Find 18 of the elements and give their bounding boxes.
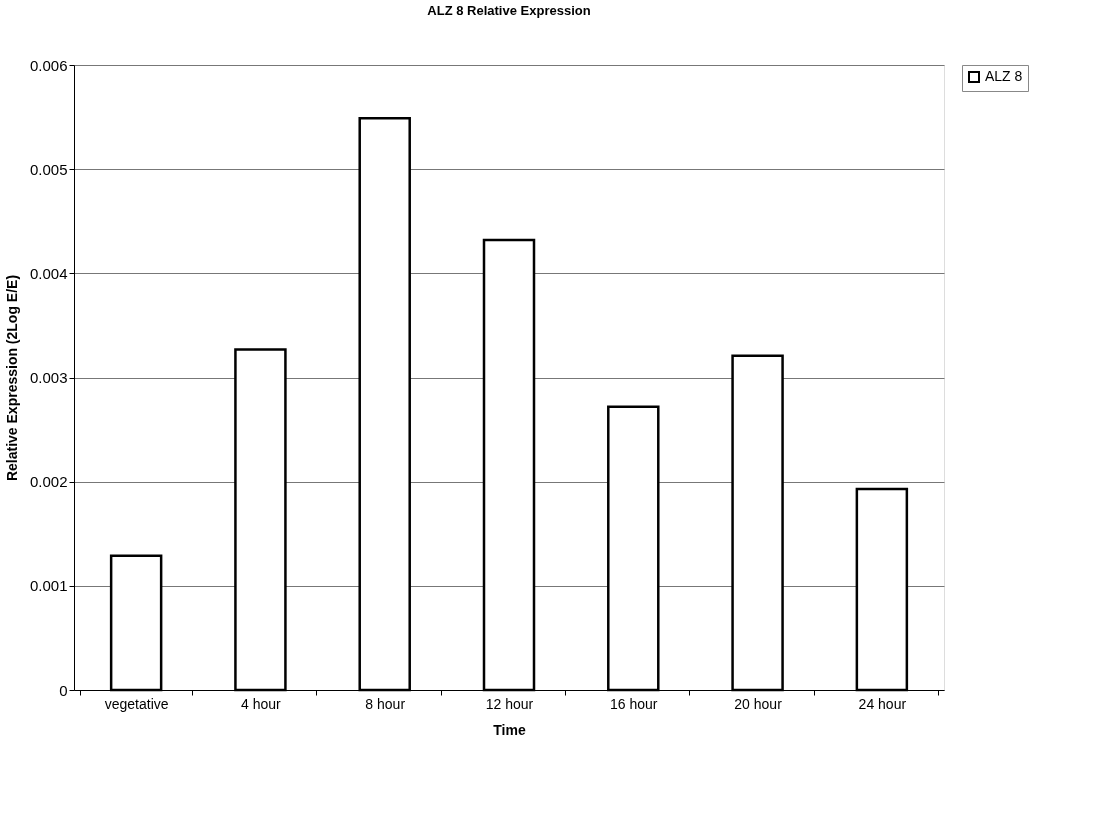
y-tick-label: 0 bbox=[59, 681, 68, 699]
x-tick-label: 16 hour bbox=[610, 695, 658, 712]
x-tick-label: 12 hour bbox=[485, 695, 534, 712]
x-tick-label: 24 hour bbox=[858, 695, 907, 712]
y-axis-title: Relative Expression (2Log E/E) bbox=[3, 274, 20, 482]
y-tick-label: 0.003 bbox=[29, 369, 68, 386]
chart-title: ALZ 8 Relative Expression bbox=[427, 3, 591, 18]
x-tick-label: vegetative bbox=[104, 695, 169, 712]
y-tick-label: 0.001 bbox=[29, 577, 68, 595]
y-tick-label: 0.006 bbox=[29, 56, 68, 74]
x-tick-label: 8 hour bbox=[365, 695, 406, 712]
y-tick-label: 0.005 bbox=[29, 160, 68, 178]
x-tick-label: 20 hour bbox=[734, 695, 783, 712]
legend-label: ALZ 8 bbox=[985, 68, 1023, 84]
y-tick-label: 0.002 bbox=[29, 473, 68, 491]
y-tick-label: 0.004 bbox=[29, 264, 68, 282]
x-axis-title: Time bbox=[493, 721, 526, 738]
x-tick-label: 4 hour bbox=[241, 695, 282, 712]
